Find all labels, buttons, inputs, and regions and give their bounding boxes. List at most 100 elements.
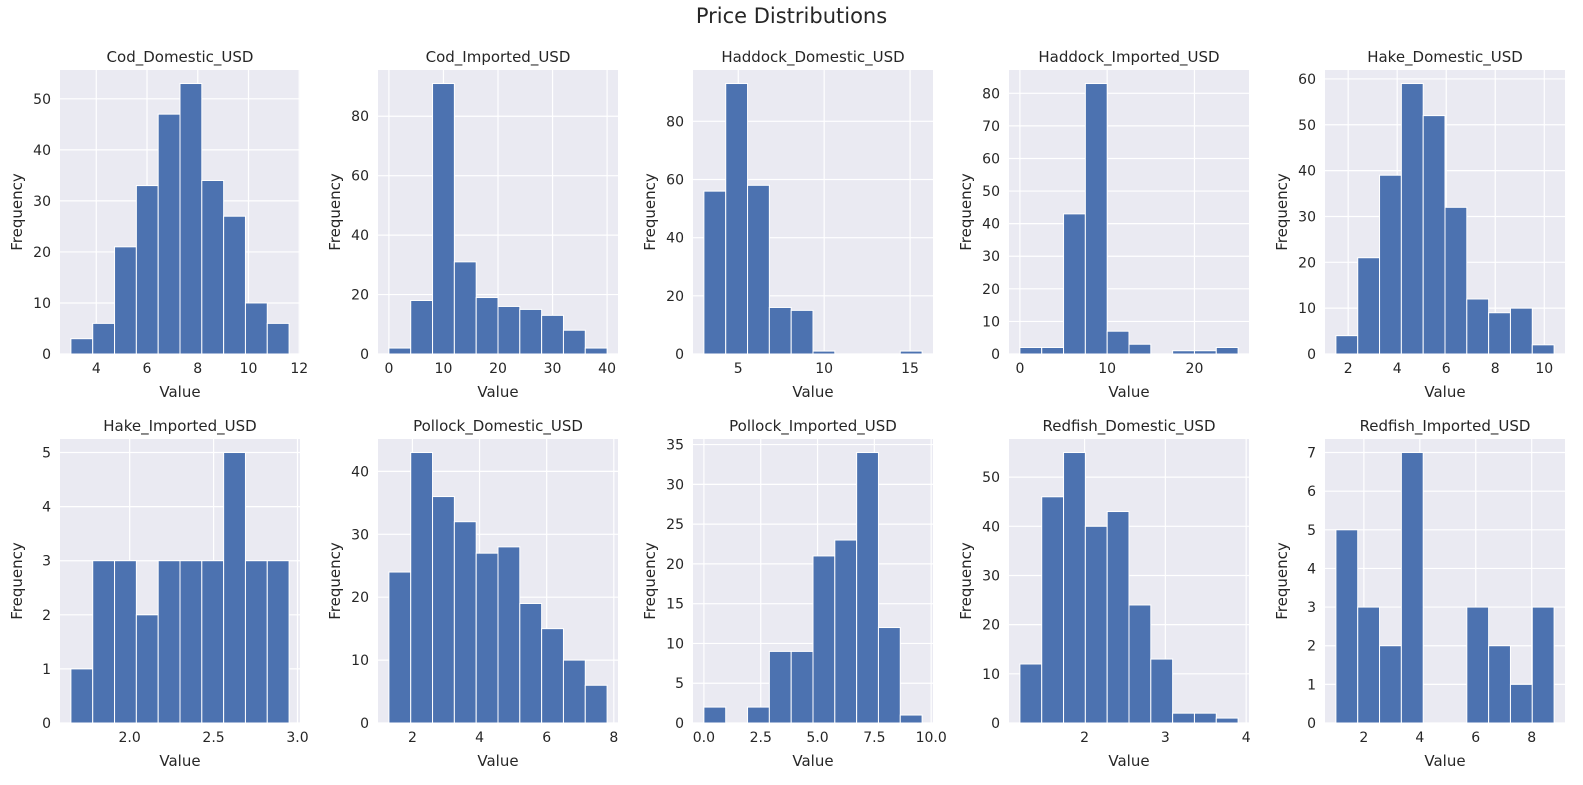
- x-tick-label: 10: [435, 361, 453, 377]
- y-tick-label: 50: [982, 470, 1000, 486]
- y-tick-label: 60: [666, 172, 684, 188]
- y-tick-label: 10: [666, 636, 684, 652]
- histogram-bar: [388, 347, 412, 355]
- histogram-bar: [1106, 330, 1130, 355]
- histogram-bar: [497, 305, 521, 355]
- y-tick-label: 30: [33, 194, 51, 210]
- y-tick-label: 40: [351, 464, 369, 480]
- histogram-bar: [562, 329, 586, 355]
- y-tick-label: 20: [982, 282, 1000, 298]
- x-tick-label: 6: [1471, 730, 1480, 746]
- y-tick-label: 20: [351, 288, 369, 304]
- histogram-bar: [1172, 350, 1195, 355]
- histogram-bar: [1128, 343, 1152, 355]
- histogram-bar: [1444, 206, 1468, 355]
- x-tick-label: 4: [475, 730, 484, 746]
- chart-title: Redfish_Imported_USD: [1360, 417, 1531, 436]
- histogram-bar: [1509, 307, 1533, 355]
- y-tick-label: 10: [1298, 301, 1316, 317]
- chart-title: Hake_Imported_USD: [103, 417, 256, 436]
- histogram-bar: [70, 668, 94, 724]
- x-axis-label: Value: [792, 383, 833, 401]
- x-tick-label: 30: [544, 361, 562, 377]
- histogram-bar: [1041, 496, 1065, 724]
- histogram-bar: [725, 83, 749, 355]
- x-axis-label: Value: [792, 752, 833, 770]
- histogram-bar: [519, 602, 543, 724]
- histogram-bar: [1488, 645, 1511, 724]
- histogram-bar: [1128, 604, 1152, 724]
- x-tick-label: 3: [1161, 730, 1170, 746]
- histogram-bar: [179, 560, 203, 724]
- y-tick-label: 5: [675, 676, 684, 692]
- y-tick-label: 50: [33, 92, 51, 108]
- x-tick-label: 7.5: [863, 730, 885, 746]
- x-axis-label: Value: [1424, 383, 1465, 401]
- histogram-bar: [1335, 529, 1359, 724]
- histogram-bar: [1379, 174, 1402, 355]
- histogram-bar: [223, 452, 246, 724]
- y-tick-label: 0: [360, 716, 369, 732]
- y-tick-label: 0: [360, 347, 369, 363]
- histogram-bar: [157, 113, 181, 355]
- histogram-bar: [453, 261, 477, 355]
- histogram-bar: [1531, 606, 1555, 724]
- x-tick-label: 2: [1344, 361, 1353, 377]
- x-tick-label: 0.0: [693, 730, 715, 746]
- y-tick-label: 60: [1298, 72, 1316, 88]
- y-tick-label: 30: [666, 477, 684, 493]
- x-axis-label: Value: [1108, 383, 1149, 401]
- y-tick-label: 60: [351, 169, 369, 185]
- y-tick-label: 40: [33, 143, 51, 159]
- y-tick-label: 1: [1307, 677, 1316, 693]
- histogram-panel: 2.0 2.5 3.0 0 1 2 3 4 5 Hake_Imported_USD Value Fre…: [8, 417, 309, 770]
- y-tick-label: 10: [351, 653, 369, 669]
- histogram-bar: [266, 322, 290, 355]
- y-tick-label: 70: [982, 119, 1000, 135]
- y-tick-label: 2: [42, 608, 51, 624]
- y-axis-label: Frequency: [641, 542, 659, 620]
- histogram-bar: [1379, 645, 1402, 724]
- histogram-bar: [584, 684, 608, 724]
- y-tick-label: 0: [42, 716, 51, 732]
- chart-title: Hake_Domestic_USD: [1367, 48, 1523, 67]
- x-tick-label: 5: [734, 361, 743, 377]
- histogram-bar: [1019, 346, 1043, 355]
- y-tick-label: 25: [666, 517, 684, 533]
- histogram-bar: [475, 297, 499, 355]
- x-tick-label: 20: [489, 361, 507, 377]
- x-axis-label: Value: [159, 752, 200, 770]
- histogram-bar: [114, 560, 137, 724]
- histogram-bar: [266, 560, 290, 724]
- x-tick-label: 8: [1527, 730, 1536, 746]
- y-tick-label: 20: [982, 618, 1000, 634]
- histogram-bar: [201, 179, 225, 355]
- histogram-panel: 2 4 6 8 0 1 2 3 4 5 6 7 Redfish_Imported_USD Value Fre…: [1273, 417, 1565, 770]
- histogram-bar: [1357, 257, 1381, 355]
- histogram-bar: [1084, 525, 1108, 724]
- histogram-panel: 0 10 20 0 10 20 30 40 50 60 70 80 Haddock_Imported_U…: [957, 48, 1249, 401]
- y-axis-label: Frequency: [957, 542, 975, 620]
- histogram-panel: 0 10 20 30 40 0 20 40 60 80 Cod_Imported_USD Value F…: [326, 48, 618, 401]
- histogram-bar: [812, 555, 836, 724]
- y-tick-label: 20: [1298, 255, 1316, 271]
- histogram-bar: [475, 552, 499, 724]
- x-tick-label: 6: [143, 361, 152, 377]
- y-tick-label: 5: [1307, 523, 1316, 539]
- histogram-panel: 2 4 6 8 10 0 10 20 30 40 50 60 Hake_Domestic_USD Valu…: [1273, 48, 1565, 401]
- y-axis-label: Frequency: [326, 173, 344, 251]
- histogram-bar: [584, 347, 608, 355]
- chart-title: Cod_Domestic_USD: [107, 48, 254, 67]
- histogram-bar: [1193, 350, 1217, 355]
- y-tick-label: 4: [1307, 561, 1316, 577]
- histogram-bar: [1215, 717, 1239, 724]
- histogram-bar: [747, 184, 770, 355]
- chart-title: Pollock_Imported_USD: [729, 417, 897, 436]
- y-tick-label: 7: [1307, 446, 1316, 462]
- histogram-bar: [834, 539, 858, 724]
- y-tick-label: 0: [991, 347, 1000, 363]
- histogram-bar: [1357, 606, 1381, 724]
- y-tick-label: 40: [666, 231, 684, 247]
